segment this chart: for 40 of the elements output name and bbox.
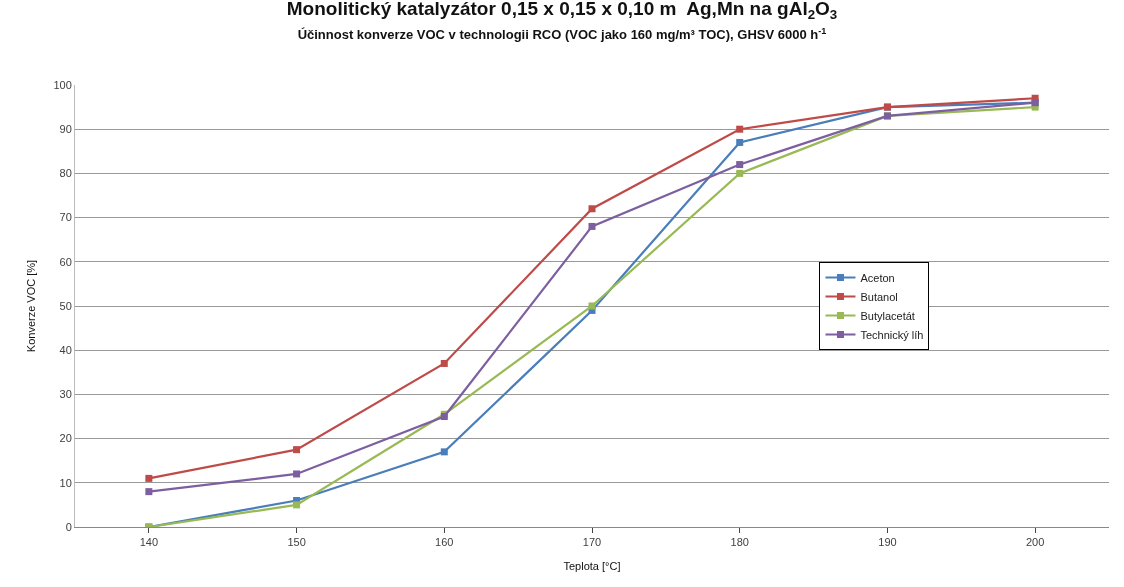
- point: [736, 125, 744, 133]
- x-tick-label: 180: [730, 536, 749, 549]
- y-tick-label: 100: [53, 78, 72, 91]
- point: [736, 138, 744, 146]
- x-tick-label: 140: [139, 536, 159, 549]
- legend-label: Butylacetát: [860, 309, 915, 322]
- x-tick-label: 150: [287, 536, 306, 549]
- x-tick-label: 160: [435, 536, 454, 549]
- y-tick-label: 20: [59, 432, 72, 445]
- y-tick-label: 40: [59, 344, 72, 357]
- y-tick-label: 60: [59, 255, 72, 268]
- y-tick-label: 10: [59, 476, 72, 489]
- point: [588, 222, 596, 230]
- legend-label: Butanol: [860, 290, 898, 303]
- y-tick-label: 0: [65, 520, 72, 533]
- chart-subtitle: Účinnost konverze VOC v technologii RCO (VOC jako 160 mg/m³ TOC), GHSV 6000 h$^{-1}$: [297, 25, 827, 43]
- legend-label: Aceton: [860, 271, 895, 284]
- point: [736, 161, 744, 169]
- y-tick-label: 50: [59, 299, 72, 312]
- point: [588, 205, 596, 213]
- point: [440, 359, 448, 367]
- point: [588, 302, 596, 310]
- chart-title: Monolitický katalyzátor 0,15 x 0,15 x 0,10 m Ag,Mn na gAl$_{2}$O$_{3}$: [286, 0, 838, 22]
- y-tick-label: 30: [59, 388, 72, 401]
- point: [293, 501, 301, 509]
- x-tick-label: 190: [878, 536, 897, 549]
- y-tick-label: 80: [59, 167, 72, 180]
- x-axis-title: Teplota [°C]: [563, 560, 621, 573]
- point: [293, 470, 301, 478]
- point: [736, 169, 744, 177]
- y-tick-label: 90: [59, 123, 72, 136]
- point: [440, 448, 448, 456]
- y-tick-label: 70: [59, 211, 72, 224]
- legend-label: Technický líh: [860, 328, 924, 341]
- y-axis-title: Konverze VOC [%]: [25, 259, 38, 353]
- x-tick-label: 170: [582, 536, 602, 549]
- point: [293, 446, 301, 454]
- x-tick-label: 200: [1025, 536, 1045, 549]
- point: [145, 488, 153, 496]
- point: [145, 474, 153, 482]
